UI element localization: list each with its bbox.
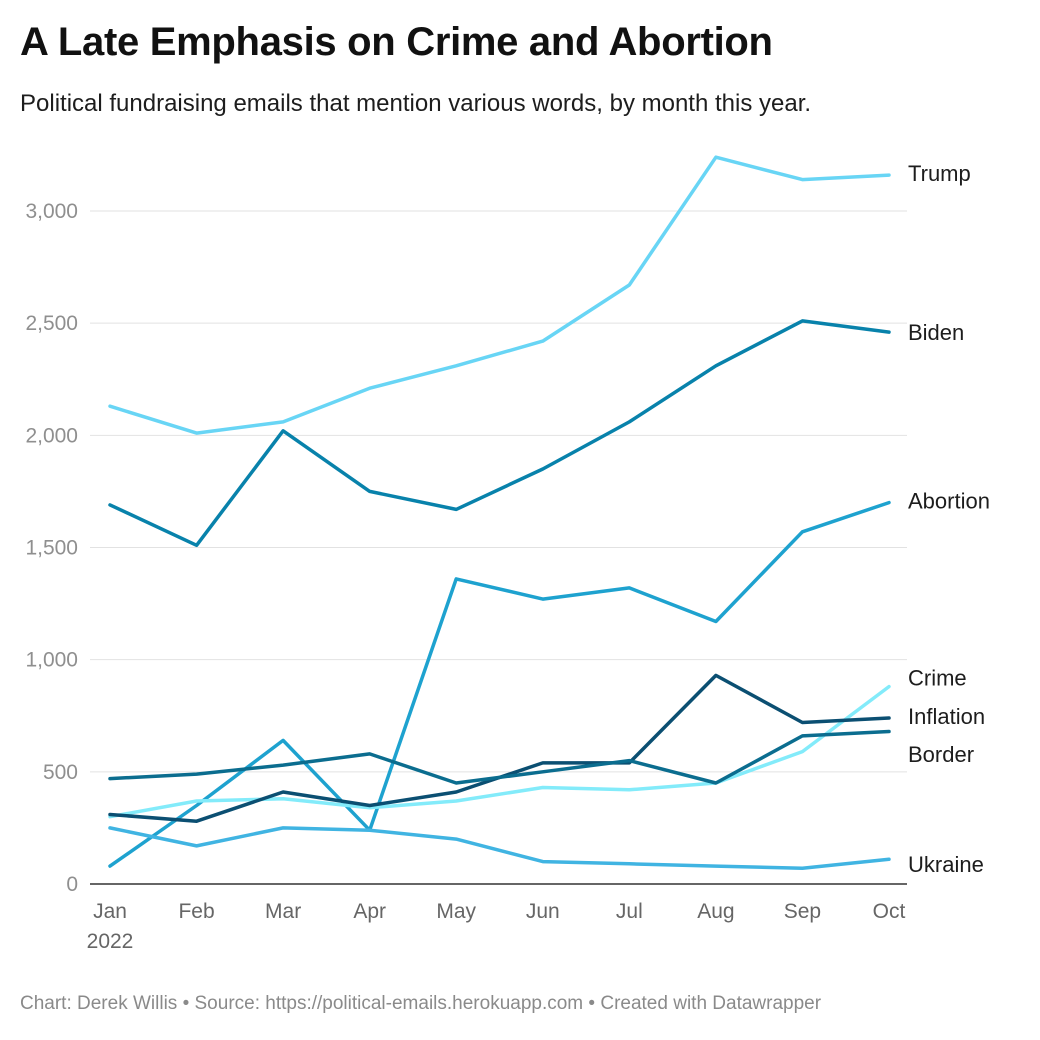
x-tick-label: Jan <box>93 900 127 923</box>
series-line-abortion <box>108 500 891 868</box>
series-label-biden: Biden <box>908 320 964 345</box>
y-axis: 0 500 1,000 1,500 2,000 2,500 3,000 <box>25 200 78 896</box>
series-label-abortion: Abortion <box>908 488 990 513</box>
series-line-biden <box>108 319 891 548</box>
chart-subtitle: Political fundraising emails that mentio… <box>20 90 812 117</box>
x-axis: Jan Feb Mar Apr May Jun Jul Aug Sep Oct 2022 <box>87 900 906 953</box>
y-tick-label: 500 <box>43 761 78 784</box>
series-label-crime: Crime <box>908 666 967 691</box>
y-tick-label: 2,000 <box>25 424 78 447</box>
x-tick-label: Jul <box>616 900 643 923</box>
gridlines <box>90 210 907 885</box>
x-tick-label: Mar <box>265 900 301 923</box>
series-label-ukraine: Ukraine <box>908 852 984 877</box>
series-line-crime <box>108 684 891 819</box>
series-label-trump: Trump <box>908 161 971 186</box>
y-tick-label: 0 <box>66 873 78 896</box>
chart-title: A Late Emphasis on Crime and Abortion <box>20 20 773 64</box>
series-line-trump <box>108 155 891 435</box>
chart-credits: Chart: Derek Willis • Source: https://po… <box>20 993 822 1014</box>
series-line-ukraine <box>108 826 891 871</box>
series-labels: Trump Biden Abortion Crime Inflation Border Uk… <box>908 161 990 877</box>
series-label-border: Border <box>908 742 974 767</box>
x-tick-label: Oct <box>873 900 906 923</box>
y-tick-label: 3,000 <box>25 200 78 223</box>
x-tick-year-label: 2022 <box>87 930 134 953</box>
x-tick-label: Sep <box>784 900 821 923</box>
y-tick-label: 2,500 <box>25 312 78 335</box>
series-label-inflation: Inflation <box>908 704 985 729</box>
series-line-border <box>108 729 891 785</box>
x-tick-label: Apr <box>353 900 386 923</box>
series-lines <box>108 155 891 871</box>
x-tick-label: Aug <box>697 900 734 923</box>
y-tick-label: 1,000 <box>25 649 78 672</box>
x-tick-label: Jun <box>526 900 560 923</box>
x-tick-label: May <box>436 900 476 923</box>
y-tick-label: 1,500 <box>25 537 78 560</box>
x-tick-label: Feb <box>178 900 214 923</box>
